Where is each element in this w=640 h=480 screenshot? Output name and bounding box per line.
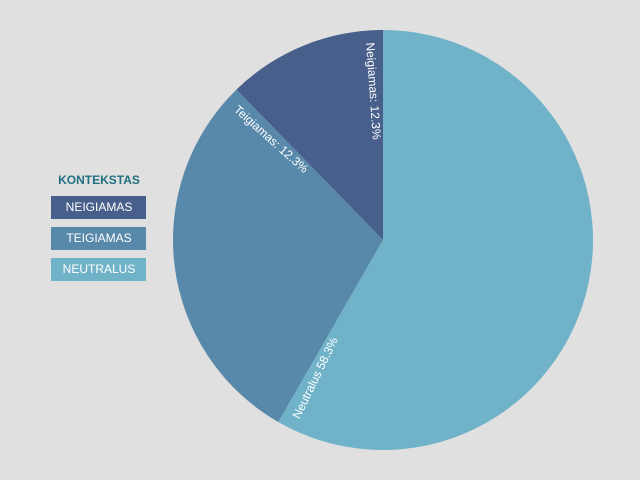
pie-slice [278,30,593,450]
legend-label: NEIGIAMAS [66,200,133,214]
legend-swatch [51,196,146,219]
legend-title: KONTEKSTAS [58,173,140,187]
legend-swatch [51,227,146,250]
data-label: Neigiamas: 12.3% [363,42,384,140]
legend-label: TEIGIAMAS [66,231,131,245]
legend-label: NEUTRALUS [63,262,136,276]
legend-swatch [51,258,146,281]
pie-slice [236,29,383,240]
pie-slice [172,89,383,423]
